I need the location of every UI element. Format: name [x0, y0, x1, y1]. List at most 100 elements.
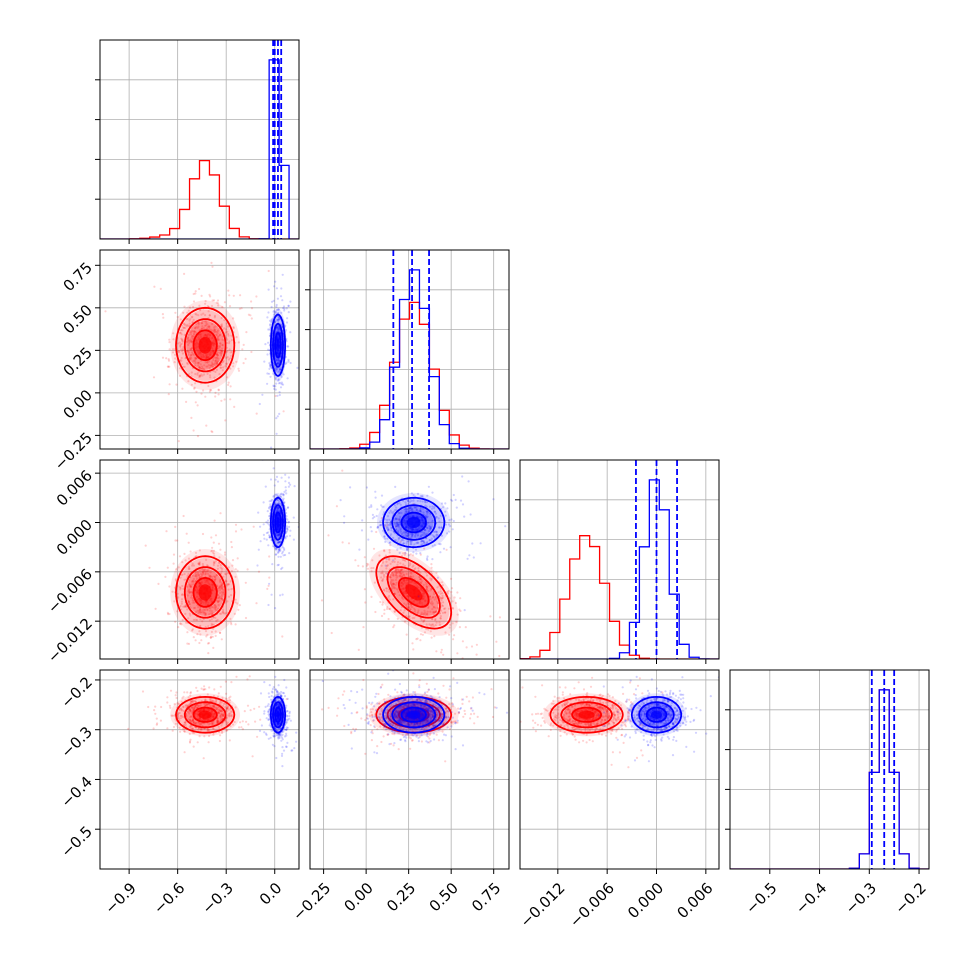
hist-panel-2 [520, 460, 719, 659]
contour-blue [272, 701, 284, 729]
contour-blue [382, 695, 446, 734]
panel-frame-1-1 [309, 249, 510, 450]
contour-red [549, 695, 624, 734]
y-tick-label: 0.75 [60, 259, 96, 295]
x-tick-label: −0.2 [891, 879, 929, 917]
histogram-blue-1 [310, 269, 509, 449]
samples-blue [321, 670, 509, 755]
contour-red [560, 701, 613, 729]
contour-blue [391, 701, 437, 729]
density-fill-red [198, 336, 212, 354]
x-tick-label: 0.50 [426, 879, 462, 915]
panel-frame-2-1 [309, 459, 510, 660]
x-tick-label: −0.6 [150, 879, 188, 917]
contour-red [183, 318, 227, 373]
x-tick-label: 0.25 [383, 879, 419, 915]
hist-panel-0 [100, 40, 299, 239]
contour-blue [391, 504, 437, 541]
contour-blue [272, 504, 284, 541]
contour-blue [274, 332, 282, 359]
scatter-panel-3-0 [100, 670, 299, 869]
contour-blue [272, 322, 284, 368]
scatter-panel-3-2 [520, 670, 719, 869]
panel-frame-3-2 [519, 669, 720, 870]
contour-red [192, 706, 218, 723]
panel-frame-2-2 [519, 459, 720, 660]
density-fill-red [198, 710, 212, 719]
x-tick-label: 0.0 [256, 879, 286, 909]
hist-panel-3 [730, 670, 929, 869]
contour-red [375, 695, 453, 734]
x-tick-label: −0.25 [289, 879, 334, 924]
y-tick-label: 0.006 [53, 466, 96, 509]
histogram-red-1 [310, 301, 509, 449]
contour-blue [382, 496, 446, 549]
contour-blue [269, 496, 286, 549]
y-tick-label: 0.000 [53, 516, 96, 559]
scatter-panel-1-0 [100, 250, 299, 449]
panel-frame-0-0 [99, 39, 300, 240]
y-tick-label: 0.00 [60, 386, 96, 422]
contour-blue [645, 706, 668, 723]
contour-blue [400, 706, 427, 723]
scatter-panel-2-0 [100, 460, 299, 659]
panel-frame-2-0 [99, 459, 300, 660]
x-tick-label: 0.75 [468, 879, 504, 915]
contour-blue [269, 313, 286, 377]
y-tick-label: −0.5 [58, 822, 96, 860]
contour-blue [274, 511, 282, 534]
x-tick-label: −0.3 [198, 879, 236, 917]
histogram-red-2 [520, 535, 719, 659]
density-fill-blue [651, 710, 663, 719]
histogram-blue-2 [520, 479, 719, 659]
x-tick-label: −0.3 [842, 879, 880, 917]
contour-blue [400, 511, 427, 534]
scatter-panel-2-1 [310, 460, 509, 659]
x-tick-label: −0.006 [566, 879, 618, 931]
contour-blue [269, 695, 286, 734]
panel-frame-1-0 [99, 249, 300, 450]
contour-red [397, 576, 430, 608]
contour-red [183, 701, 227, 729]
x-tick-label: 0.00 [341, 879, 377, 915]
histogram-blue-0 [100, 59, 299, 239]
density-fill-red [578, 710, 595, 719]
x-tick-label: −0.9 [101, 879, 139, 917]
y-tick-label: −0.006 [44, 565, 96, 617]
histogram-blue-3 [730, 689, 929, 869]
y-tick-label: 0.50 [60, 301, 96, 337]
scatter-panel-3-1 [310, 670, 509, 869]
y-tick-label: −0.3 [58, 723, 96, 761]
panel-frame-3-1 [309, 669, 510, 870]
contour-red [571, 706, 603, 723]
density-fill-blue [276, 338, 280, 353]
contour-blue [638, 701, 675, 729]
contour-red [175, 695, 236, 734]
density-fill-red [405, 584, 423, 601]
panel-frame-3-3 [729, 669, 930, 870]
y-tick-label: 0.25 [60, 344, 96, 380]
contour-blue [274, 706, 282, 723]
x-tick-label: −0.4 [792, 879, 830, 917]
contour-red [175, 555, 236, 630]
contour-red [375, 555, 453, 630]
hist-panel-1 [310, 250, 509, 449]
density-fill-blue [406, 710, 421, 719]
density-fill-blue [406, 516, 421, 528]
y-tick-label: −0.012 [44, 614, 96, 666]
x-tick-label: −0.012 [517, 879, 569, 931]
y-tick-label: −0.4 [58, 773, 96, 811]
contour-red [175, 306, 236, 384]
contour-red [192, 576, 218, 608]
y-tick-label: −0.2 [58, 673, 96, 711]
density-fill-blue [276, 710, 280, 719]
density-fill-blue [276, 516, 280, 528]
y-tick-label: −0.25 [51, 429, 96, 474]
contour-red [386, 566, 441, 619]
contour-red [192, 329, 218, 362]
density-fill-red [198, 584, 212, 601]
panel-frame-3-0 [99, 669, 300, 870]
x-tick-label: 0.006 [673, 879, 716, 922]
contour-red [183, 566, 227, 619]
